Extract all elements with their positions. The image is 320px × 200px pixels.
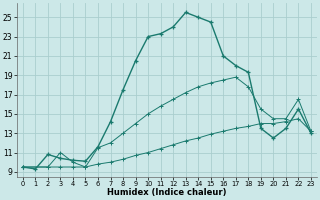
X-axis label: Humidex (Indice chaleur): Humidex (Indice chaleur) [107,188,227,197]
